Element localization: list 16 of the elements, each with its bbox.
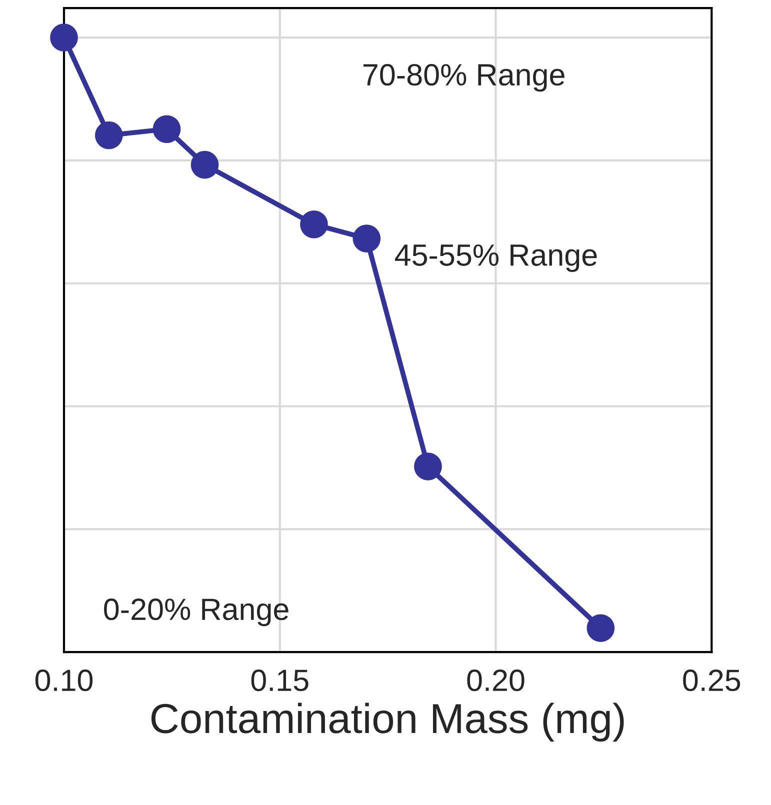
x-tick-label: 0.10 [35, 670, 93, 692]
x-tick-label: 0.20 [467, 670, 524, 692]
point [190, 150, 219, 179]
annotation: 0-20% Range [104, 598, 288, 626]
point [352, 224, 381, 252]
annotation: 70-80% Range [363, 64, 564, 92]
x-tick-label: 0.15 [251, 670, 308, 692]
point [95, 121, 123, 150]
point [50, 24, 78, 52]
annotation: 45-55% Range [394, 244, 597, 272]
x-tick-label: 0.25 [683, 670, 740, 692]
point [414, 452, 442, 480]
point [300, 210, 328, 238]
point [152, 115, 181, 144]
x-axis-title: Contamination Mass (mg) [151, 702, 624, 742]
point [586, 614, 615, 642]
